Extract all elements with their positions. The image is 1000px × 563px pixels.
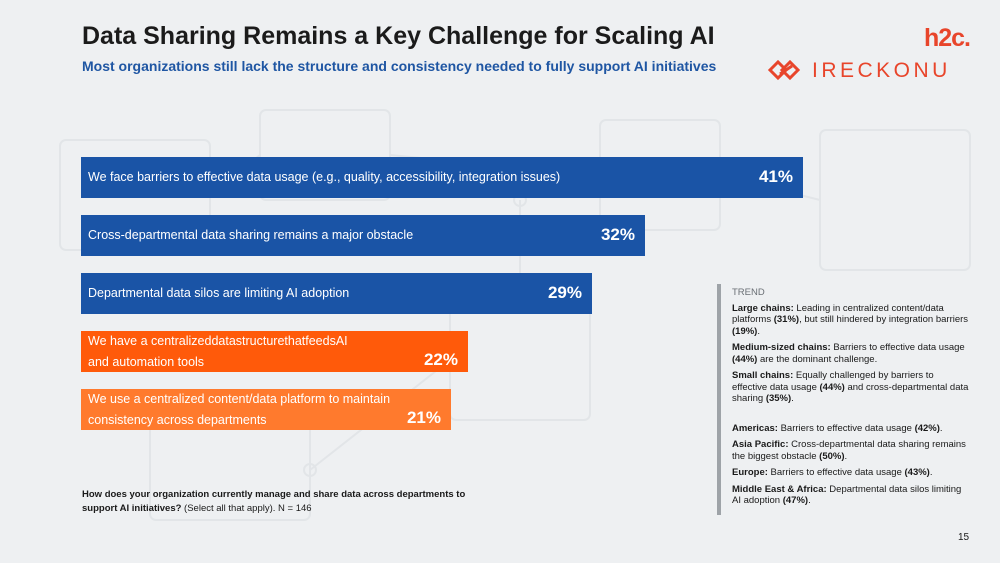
trend-item-label: Americas: bbox=[732, 422, 778, 434]
bar-label: Cross-departmental data sharing remains … bbox=[88, 225, 413, 246]
h2c-logo: h2c. bbox=[923, 24, 971, 52]
bar-label-line: Cross-departmental data sharing remains … bbox=[88, 228, 414, 242]
bar-4: We have a centralizeddatastructurethatfe… bbox=[81, 331, 468, 372]
bar-label-line: We face barriers to effective data usage… bbox=[88, 170, 561, 184]
trend-item: Asia Pacific: Cross-departmental data sh… bbox=[732, 439, 970, 462]
trend-item-text: Barriers to effective data usage bbox=[830, 342, 965, 353]
trend-item-text: Barriers to effective data usage bbox=[767, 467, 905, 478]
bar-5: We use a centralized content/data platfo… bbox=[81, 389, 451, 430]
ireckonu-logo-mark-icon bbox=[767, 59, 801, 81]
trend-item-percent: (31%) bbox=[773, 314, 800, 325]
ireckonu-logo-text: IRECKONU bbox=[812, 59, 951, 82]
trend-item-label: Medium-sized chains: bbox=[732, 342, 831, 353]
trend-item-percent: (43%) bbox=[904, 467, 930, 478]
trend-item-percent: (19%) bbox=[732, 325, 758, 337]
trend-item: Americas: Barriers to effective data usa… bbox=[732, 423, 970, 435]
bar-value-label: 22% bbox=[423, 350, 458, 369]
trend-divider bbox=[717, 284, 721, 515]
bar-label-line: and automation tools bbox=[88, 355, 205, 369]
trend-item-text: Leading in centralized content/data plat… bbox=[732, 302, 944, 326]
trend-panel: TREND Large chains: Leading in centraliz… bbox=[732, 287, 970, 512]
trend-heading: TREND bbox=[732, 287, 765, 298]
bar-label: Departmental data silos are limiting AI … bbox=[88, 283, 349, 304]
trend-item-label: Small chains: bbox=[732, 370, 794, 381]
bar-3: Departmental data silos are limiting AI … bbox=[81, 273, 592, 314]
ireckonu-logo: IRECKONU bbox=[766, 54, 976, 86]
trend-item-text: Departmental data silos limiting AI adop… bbox=[732, 483, 962, 507]
trend-item-label: Large chains: bbox=[732, 302, 794, 314]
trend-item: Small chains: Equally challenged by barr… bbox=[732, 370, 970, 405]
trend-item: Middle East & Africa: Departmental data … bbox=[732, 484, 970, 507]
bar-label-line: consistency across departments bbox=[88, 413, 267, 427]
trend-item-text: are the dominant challenge. bbox=[757, 353, 878, 365]
page-subtitle: Most organizations still lack the struct… bbox=[82, 58, 717, 74]
bar-label-line: We use a centralized content/data platfo… bbox=[88, 392, 391, 406]
bar-2: Cross-departmental data sharing remains … bbox=[81, 215, 645, 256]
trend-item-percent: (42%) bbox=[914, 422, 940, 434]
bar-value-label: 41% bbox=[758, 167, 793, 186]
trend-segment-list: Large chains: Leading in centralized con… bbox=[732, 303, 970, 405]
trend-region-list: Americas: Barriers to effective data usa… bbox=[732, 423, 970, 507]
trend-item-text: . bbox=[939, 422, 943, 434]
bar-label: We face barriers to effective data usage… bbox=[88, 167, 560, 188]
trend-item-text: Equally challenged by barriers to effect… bbox=[732, 370, 934, 393]
trend-item-percent: (47%) bbox=[782, 495, 809, 506]
bar-value-label: 29% bbox=[547, 283, 582, 302]
trend-gap bbox=[732, 410, 970, 423]
survey-question-text: How does your organization currently man… bbox=[82, 489, 466, 514]
trend-item: Medium-sized chains: Barriers to effecti… bbox=[732, 342, 970, 365]
trend-item-text: , but still hindered by integration barr… bbox=[799, 314, 969, 325]
trend-item-text: Cross-departmental data sharing remains … bbox=[732, 439, 966, 462]
trend-item-text: Barriers to effective data usage bbox=[777, 422, 915, 434]
trend-item-percent: (35%) bbox=[765, 393, 792, 404]
trend-item: Large chains: Leading in centralized con… bbox=[732, 303, 970, 338]
survey-question-note: (Select all that apply). N = 146 bbox=[181, 503, 312, 514]
trend-item-percent: (50%) bbox=[819, 450, 845, 462]
bar-1: We face barriers to effective data usage… bbox=[81, 157, 803, 198]
bar-value-label: 32% bbox=[600, 225, 635, 244]
trend-item-percent: (44%) bbox=[819, 381, 845, 393]
trend-item-percent: (44%) bbox=[732, 353, 758, 365]
trend-item-label: Middle East & Africa: bbox=[732, 483, 827, 495]
trend-item-text: . bbox=[757, 325, 760, 337]
page-title: Data Sharing Remains a Key Challenge for… bbox=[82, 22, 715, 50]
bar-label-line: Departmental data silos are limiting AI … bbox=[88, 286, 350, 300]
survey-question: How does your organization currently man… bbox=[82, 488, 482, 516]
bar-value-label: 21% bbox=[406, 408, 441, 427]
bar-label-line: We have a centralizeddatastructurethatfe… bbox=[88, 334, 348, 348]
page-number: 15 bbox=[958, 532, 970, 543]
trend-item: Europe: Barriers to effective data usage… bbox=[732, 467, 970, 479]
bar-label: We have a centralizeddatastructurethatfe… bbox=[88, 331, 348, 373]
trend-item-text: . bbox=[808, 495, 811, 506]
trend-item-text: . bbox=[844, 450, 848, 462]
trend-item-text: . bbox=[791, 393, 794, 404]
trend-item-label: Europe: bbox=[732, 467, 768, 478]
trend-item-label: Asia Pacific: bbox=[732, 439, 789, 450]
trend-item-text: . bbox=[929, 467, 933, 478]
bar-label: We use a centralized content/data platfo… bbox=[88, 389, 390, 431]
trend-item-text: and cross-departmental data sharing bbox=[732, 381, 969, 405]
